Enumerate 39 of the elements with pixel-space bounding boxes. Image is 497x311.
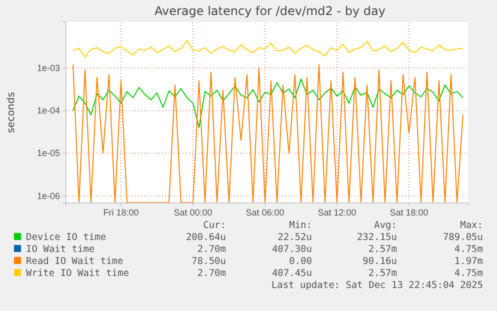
line-series <box>72 64 464 203</box>
text: 1.97m <box>454 256 484 267</box>
text: 2.57m <box>368 244 398 255</box>
text: 4.75m <box>454 244 484 255</box>
text: 78.50u <box>192 256 226 267</box>
text: 90.16u <box>362 256 397 267</box>
legend-label: Write IO Wait time <box>26 268 130 279</box>
legend-label: Read IO Wait time <box>26 256 124 267</box>
text: 407.45u <box>272 268 312 279</box>
text: Cur: <box>203 220 226 231</box>
x-tick-label: Sat 06:00 <box>246 207 284 218</box>
text: Min: <box>289 220 312 231</box>
chart-title: Average latency for /dev/md2 - by day <box>154 4 386 18</box>
text: 232.15u <box>356 232 397 243</box>
y-tick-label: 1e-04 <box>36 106 60 116</box>
text: Max: <box>460 220 483 231</box>
text: 2.57m <box>368 268 398 279</box>
text: 200.64u <box>186 232 226 243</box>
text: 4.75m <box>454 268 484 279</box>
text: 22.52u <box>278 232 312 243</box>
y-tick-label: 1e-05 <box>36 148 60 158</box>
text: 0.00 <box>289 256 312 267</box>
x-tick-label: Sat 12:00 <box>318 207 356 218</box>
text: Last update: Sat Dec 13 22:45:04 2025 <box>271 280 483 291</box>
x-tick-label: Sat 00:00 <box>174 207 212 218</box>
line-series <box>72 78 464 128</box>
legend-label: IO Wait time <box>26 244 95 255</box>
text: 407.30u <box>272 244 312 255</box>
line-series <box>72 40 464 58</box>
text: Avg: <box>374 220 397 231</box>
x-tick-label: Sat 18:00 <box>390 207 428 218</box>
x-tick-label: Fri 18:00 <box>103 207 139 218</box>
y-axis-title: seconds <box>6 92 17 133</box>
legend-label: Device IO time <box>26 232 106 243</box>
text: 789.05u <box>442 232 483 243</box>
y-tick-label: 1e-03 <box>36 62 60 73</box>
text: 2.70m <box>197 244 226 255</box>
text: 2.70m <box>197 268 226 279</box>
y-tick-label: 1e-06 <box>36 190 60 201</box>
